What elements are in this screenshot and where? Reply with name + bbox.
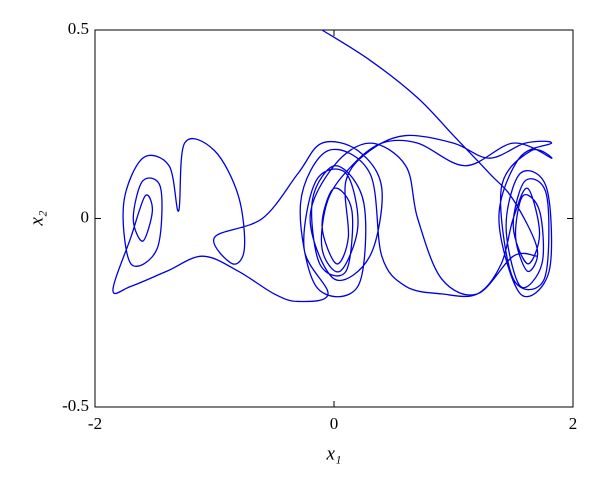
plot-frame	[94, 29, 574, 408]
y-tick-label: -0.5	[62, 396, 89, 415]
x-tick-label: -2	[88, 414, 102, 433]
y-tick-label: 0.5	[68, 19, 89, 38]
y-tick-label: 0	[81, 207, 90, 226]
y-axis-title: x₂	[26, 210, 47, 226]
x-tick-label: 2	[569, 414, 578, 433]
x-tick-label: 0	[330, 414, 339, 433]
trajectory-line	[112, 29, 553, 303]
x-axis-title: x₁	[325, 443, 341, 464]
